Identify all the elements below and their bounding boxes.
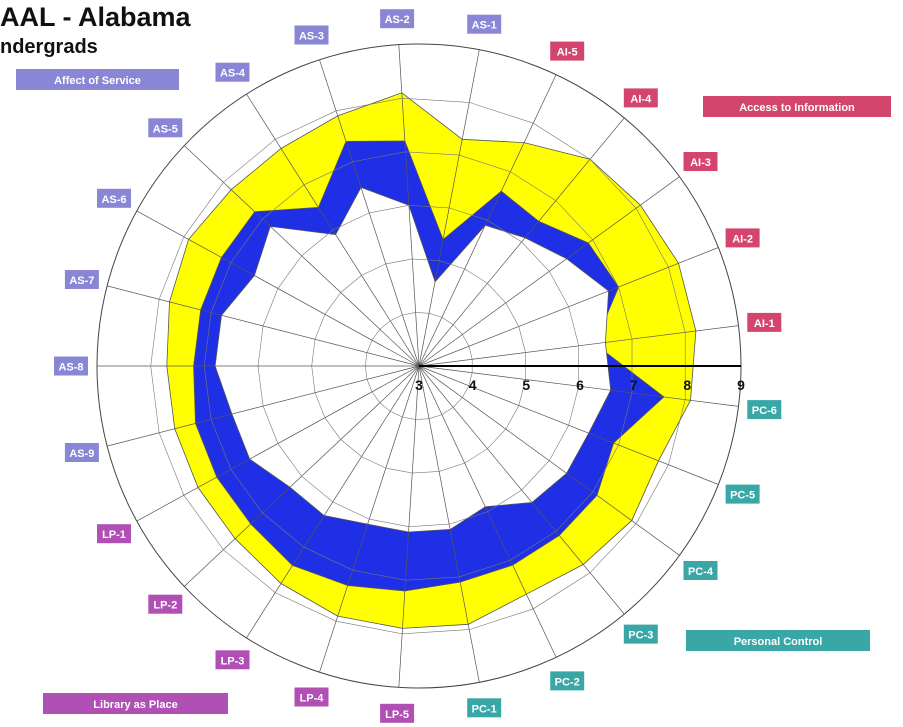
axis-label: AS-4 [220,68,246,80]
series-area-2 [214,186,612,533]
radial-tick-label: 7 [630,377,638,393]
axis-label: PC-5 [730,490,755,502]
chart-subtitle: ndergrads [0,36,98,58]
radial-tick-label: 4 [469,377,477,393]
axis-label-box [54,356,88,376]
axis-label: LP-2 [153,600,177,612]
group-legend-box-as [16,69,179,90]
axis-label-box [215,650,250,670]
grid-ring [311,258,526,474]
axis-label: AS-3 [299,31,324,43]
axis-label: AI-3 [690,157,711,169]
axis-label: PC-4 [688,566,714,578]
group-legend-box-ai [703,96,891,117]
axis-label: AS-7 [69,275,94,287]
axis-label: PC-6 [752,405,777,417]
axis-label: PC-3 [628,630,653,642]
axis-label-box [725,228,760,248]
axis-label: AI-5 [557,47,578,59]
group-legend-label-as: Affect of Service [54,75,141,87]
axis-label-box [683,561,718,580]
axis-label-box [97,188,131,208]
axis-label-box [215,62,250,82]
axis-label: PC-2 [555,676,580,688]
group-legend-label-pc: Personal Control [734,636,823,648]
group-legend-box-pc [686,630,870,651]
axis-label: AS-5 [153,123,178,135]
grid-ring [364,312,473,420]
axis-label-box [467,14,502,34]
grid-ring [257,204,580,528]
axis-label-box [623,88,658,108]
axis-label-box [97,524,131,544]
axis-label-box [294,687,329,707]
axis-label: PC-1 [472,703,497,715]
axis-label: AS-6 [101,194,126,206]
axis-label-box [683,152,718,171]
axis-label-box [64,270,99,289]
axis-label-box [467,698,502,718]
axis-label: LP-3 [221,655,245,667]
axis-label-box [148,118,183,138]
axis-label-box [550,41,585,61]
radial-tick-label: 5 [522,377,530,393]
axis-label-box [380,9,415,29]
axis-label-box [64,443,99,462]
axis-label-box [550,671,585,691]
axis-label-box [380,703,415,723]
axis-label: AI-1 [754,318,775,330]
group-legend-box-lp [43,693,228,714]
radial-tick-label: 6 [576,377,584,393]
axis-label-box [623,624,658,644]
group-legend-label-ai: Access to Information [739,102,855,114]
grid-ring [203,151,633,581]
axis-label-box [725,484,760,504]
axis-label-box [294,25,329,45]
radial-tick-label: 3 [415,377,423,393]
axis-label: AI-4 [630,93,652,105]
group-legend-label-lp: Library as Place [93,699,177,711]
axis-label: AS-9 [69,448,94,460]
axis-label-box [148,594,183,614]
radial-tick-label: 8 [683,377,691,393]
axis-label: LP-1 [102,529,126,541]
axis-label: LP-5 [385,709,409,721]
axis-label: AS-2 [385,14,410,26]
grid-ring [150,97,686,635]
radial-tick-label: 9 [737,377,745,393]
axis-label: AS-1 [472,20,497,32]
chart-title: AAL - Alabama [0,2,191,32]
axis-label-box [747,312,782,332]
axis-label: LP-4 [300,693,325,705]
axis-label: AS-8 [58,362,83,374]
axis-label: AI-2 [732,233,753,245]
axis-label-box [747,400,782,420]
